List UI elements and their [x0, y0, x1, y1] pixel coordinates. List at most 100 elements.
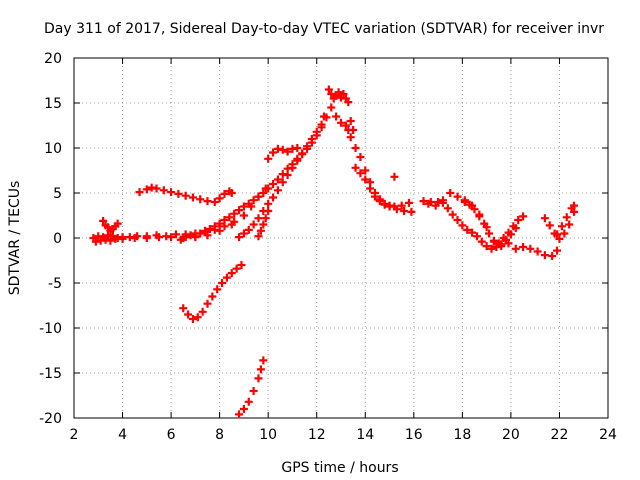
data-point	[351, 144, 360, 152]
data-point	[181, 233, 190, 242]
data-point	[472, 232, 481, 241]
data-point	[487, 244, 496, 253]
data-point	[482, 242, 491, 251]
data-point	[218, 279, 227, 287]
data-point	[264, 184, 273, 193]
data-point	[261, 214, 270, 223]
data-point	[227, 220, 236, 229]
data-point	[475, 210, 484, 219]
data-point	[327, 90, 336, 98]
data-point	[565, 220, 574, 229]
data-point	[366, 184, 375, 193]
data-point	[249, 196, 258, 205]
data-point	[210, 222, 219, 231]
data-point	[557, 222, 566, 231]
data-point	[438, 196, 447, 205]
data-point	[235, 206, 244, 215]
data-point	[142, 234, 151, 242]
grid	[74, 58, 608, 418]
data-point	[210, 198, 219, 206]
data-point	[106, 236, 115, 245]
series-peak-descent-2	[351, 163, 416, 216]
data-point	[463, 225, 472, 234]
data-point	[235, 410, 244, 419]
data-point	[215, 226, 224, 235]
series-early-bumps	[99, 216, 122, 235]
data-point	[220, 216, 229, 224]
data-point	[555, 234, 564, 243]
x-tick-label: 22	[551, 427, 569, 443]
data-point	[269, 180, 278, 188]
series-branch-10	[264, 144, 302, 163]
data-point	[370, 192, 379, 201]
data-point	[278, 145, 287, 154]
data-point	[249, 220, 258, 229]
data-point	[526, 244, 535, 253]
data-point	[356, 169, 365, 178]
data-point	[317, 120, 326, 129]
data-point	[312, 127, 321, 136]
data-point	[244, 199, 253, 208]
data-point	[227, 189, 236, 197]
data-point	[404, 198, 413, 207]
data-point	[135, 188, 144, 197]
data-point	[545, 221, 554, 230]
series-deep-negative	[235, 356, 268, 419]
data-point	[293, 156, 302, 165]
data-point	[167, 188, 176, 197]
data-point	[446, 189, 455, 197]
data-point	[152, 184, 161, 193]
data-point	[222, 273, 231, 282]
data-point	[453, 216, 462, 224]
data-point	[540, 214, 549, 223]
data-point	[264, 199, 273, 208]
y-tick-label: -5	[48, 276, 62, 292]
data-point	[419, 197, 428, 206]
chart-title: Day 311 of 2017, Sidereal Day-to-day VTE…	[44, 21, 604, 37]
data-point	[111, 234, 120, 243]
data-point	[344, 126, 353, 134]
series-late-3	[460, 196, 528, 248]
y-tick-label: -10	[39, 321, 62, 337]
series-peak-group	[324, 85, 358, 134]
data-point	[356, 153, 365, 161]
data-point	[227, 269, 236, 278]
data-point	[193, 313, 202, 322]
data-point	[259, 189, 268, 197]
data-point	[344, 98, 353, 107]
data-point	[380, 200, 389, 209]
x-tick-label: 4	[118, 427, 127, 443]
data-point	[269, 193, 278, 202]
data-point	[256, 365, 265, 374]
data-point	[239, 202, 248, 211]
data-point	[458, 221, 467, 230]
data-point	[298, 149, 307, 158]
data-point	[346, 117, 355, 125]
data-point	[443, 204, 452, 213]
y-tick-label: 15	[44, 96, 62, 112]
data-point	[142, 185, 151, 194]
data-point	[230, 209, 239, 218]
data-point	[468, 228, 477, 237]
data-point	[196, 195, 205, 204]
data-point	[220, 189, 229, 198]
data-point	[470, 205, 479, 214]
data-point	[341, 121, 350, 130]
data-point	[213, 285, 222, 294]
data-point	[198, 307, 207, 316]
x-tick-label: 6	[167, 427, 176, 443]
x-tick-label: 16	[405, 427, 423, 443]
data-point	[499, 234, 508, 242]
data-point	[249, 387, 258, 395]
series-isolated	[344, 126, 399, 181]
data-point	[361, 175, 370, 184]
data-point	[184, 310, 193, 319]
data-points	[89, 85, 579, 419]
x-tick-labels: 2 4 6 8 10 12 14 16 18 20 22 24	[70, 427, 617, 443]
data-point	[171, 230, 180, 239]
data-point	[283, 147, 292, 156]
data-point	[489, 237, 498, 246]
data-point	[332, 112, 341, 121]
data-point	[397, 201, 406, 210]
